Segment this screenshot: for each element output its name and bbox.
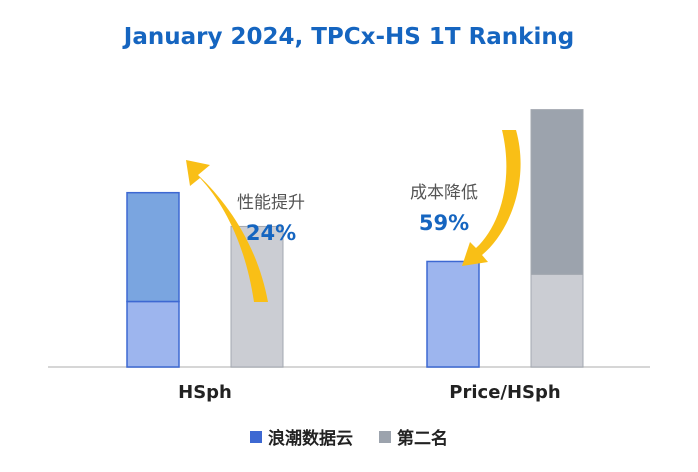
annotation-performance-text: 性能提升 xyxy=(237,193,305,213)
performance-arrow-icon xyxy=(186,160,268,302)
legend-item-inspur: 浪潮数据云 xyxy=(250,424,353,449)
legend-swatch-inspur xyxy=(250,430,262,443)
annotation-cost-text: 成本降低 xyxy=(410,183,478,203)
bar-inspur-hsph-base xyxy=(126,300,180,368)
bar-inspur-hsph-increase xyxy=(126,191,180,303)
legend-label-inspur: 浪潮数据云 xyxy=(268,429,353,449)
bar-inspur-price xyxy=(426,260,480,368)
legend: 浪潮数据云 第二名 xyxy=(0,424,698,449)
bar-second-price-upper xyxy=(530,109,584,275)
bar-second-price-lower xyxy=(530,273,584,368)
category-label-hsph: HSph xyxy=(178,382,232,403)
annotation-performance: 性能提升 24% xyxy=(237,188,305,245)
legend-label-second: 第二名 xyxy=(397,429,448,449)
category-label-price-hsph: Price/HSph xyxy=(449,382,561,403)
chart-title: January 2024, TPCx-HS 1T Ranking xyxy=(123,24,575,50)
legend-item-second: 第二名 xyxy=(379,424,448,449)
annotation-performance-value: 24% xyxy=(245,221,297,245)
legend-swatch-second xyxy=(379,430,391,443)
annotation-cost-value: 59% xyxy=(418,211,470,235)
annotation-cost: 成本降低 59% xyxy=(410,178,478,235)
cost-arrow-icon xyxy=(462,130,521,266)
